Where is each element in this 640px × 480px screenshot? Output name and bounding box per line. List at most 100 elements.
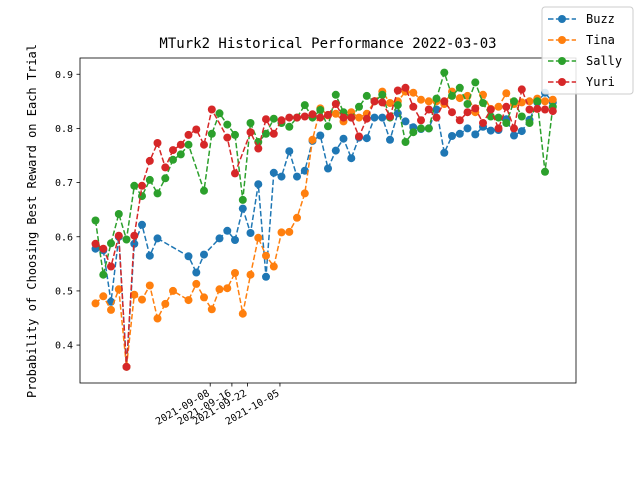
data-point-tina: [494, 102, 503, 111]
data-point-yuri: [184, 130, 193, 139]
data-point-yuri: [269, 129, 278, 138]
data-point-sally: [246, 119, 255, 127]
data-point-yuri: [347, 113, 356, 122]
data-point-tina: [231, 269, 239, 277]
data-point-sally: [231, 130, 239, 139]
data-point-yuri: [308, 110, 317, 119]
data-point-tina: [386, 99, 394, 107]
data-point-buzz: [238, 204, 247, 213]
legend-box: [541, 6, 634, 95]
data-point-tina: [262, 251, 270, 260]
legend-swatch-marker: [558, 15, 566, 23]
data-point-tina: [300, 189, 309, 198]
data-point-tina: [184, 296, 193, 305]
data-point-yuri: [107, 262, 115, 271]
data-point-yuri: [130, 231, 139, 240]
data-point-yuri: [223, 133, 232, 142]
data-point-tina: [269, 262, 278, 271]
legend-label: Sally: [586, 54, 622, 68]
data-point-buzz: [138, 220, 146, 229]
chart-title: MTurk2 Historical Performance 2022-03-03: [159, 36, 496, 52]
data-point-yuri: [510, 124, 518, 133]
data-point-tina: [145, 281, 154, 290]
data-point-sally: [494, 113, 503, 122]
data-point-yuri: [246, 128, 255, 137]
y-axis-label: Probability of Choosing Best Reward on E…: [25, 44, 39, 398]
axes-frame: [79, 57, 577, 384]
data-point-buzz: [262, 272, 270, 281]
data-point-tina: [277, 228, 286, 237]
data-point-sally: [153, 189, 162, 198]
y-tick-label: 0.4: [55, 341, 73, 352]
data-point-yuri: [161, 163, 170, 172]
data-point-yuri: [277, 116, 286, 125]
data-point-sally: [331, 90, 340, 99]
data-point-buzz: [231, 236, 239, 244]
data-point-buzz: [339, 134, 348, 143]
data-point-yuri: [533, 104, 542, 113]
data-point-buzz: [517, 127, 526, 136]
data-point-buzz: [455, 129, 464, 138]
data-point-buzz: [401, 117, 410, 126]
data-point-tina: [331, 109, 340, 118]
data-point-yuri: [401, 83, 410, 92]
data-point-tina: [207, 305, 216, 314]
data-point-tina: [417, 95, 425, 104]
data-point-yuri: [386, 112, 394, 121]
data-point-sally: [215, 109, 224, 118]
data-point-sally: [424, 124, 433, 133]
data-point-buzz: [386, 135, 394, 144]
data-point-yuri: [114, 231, 123, 240]
data-point-buzz: [223, 226, 232, 235]
data-point-buzz: [362, 134, 371, 143]
data-point-sally: [269, 114, 278, 123]
y-tick-label: 0.5: [55, 286, 73, 297]
data-point-yuri: [122, 362, 131, 371]
data-point-tina: [254, 233, 263, 242]
data-point-sally: [417, 124, 425, 133]
data-point-yuri: [262, 115, 270, 124]
data-point-tina: [200, 293, 208, 302]
data-point-tina: [161, 299, 170, 308]
data-point-sally: [517, 112, 526, 121]
data-point-tina: [114, 285, 123, 294]
legend-swatch-marker: [558, 78, 566, 86]
data-point-tina: [215, 285, 224, 294]
data-point-yuri: [448, 108, 456, 117]
data-point-sally: [114, 210, 123, 218]
data-point-buzz: [510, 131, 518, 140]
data-point-buzz: [254, 180, 263, 189]
data-point-buzz: [285, 147, 294, 156]
data-point-sally: [362, 91, 371, 100]
data-point-buzz: [145, 251, 154, 260]
data-point-sally: [486, 112, 495, 121]
data-point-sally: [432, 94, 441, 103]
data-point-buzz: [277, 172, 286, 181]
data-point-sally: [533, 97, 542, 106]
data-point-sally: [99, 270, 108, 279]
data-point-sally: [145, 175, 154, 184]
data-point-sally: [502, 119, 511, 127]
data-point-sally: [448, 91, 456, 100]
data-point-yuri: [471, 104, 480, 113]
data-point-buzz: [331, 146, 340, 155]
y-tick-label: 0.8: [55, 124, 73, 135]
data-point-sally: [107, 239, 115, 248]
data-point-yuri: [138, 181, 146, 190]
data-point-buzz: [200, 250, 208, 259]
data-point-yuri: [91, 239, 100, 248]
data-point-yuri: [378, 98, 387, 107]
y-tick-label: 0.9: [55, 70, 73, 81]
data-point-buzz: [300, 166, 309, 175]
data-point-yuri: [417, 116, 425, 125]
data-point-yuri: [494, 124, 503, 133]
data-point-buzz: [471, 130, 480, 139]
data-point-sally: [471, 78, 480, 87]
data-point-sally: [455, 83, 464, 92]
series-line-yuri: [95, 86, 553, 367]
data-point-yuri: [409, 102, 418, 111]
data-point-buzz: [130, 239, 139, 248]
data-point-sally: [510, 97, 518, 106]
data-point-buzz: [184, 252, 193, 261]
data-point-yuri: [145, 156, 154, 165]
